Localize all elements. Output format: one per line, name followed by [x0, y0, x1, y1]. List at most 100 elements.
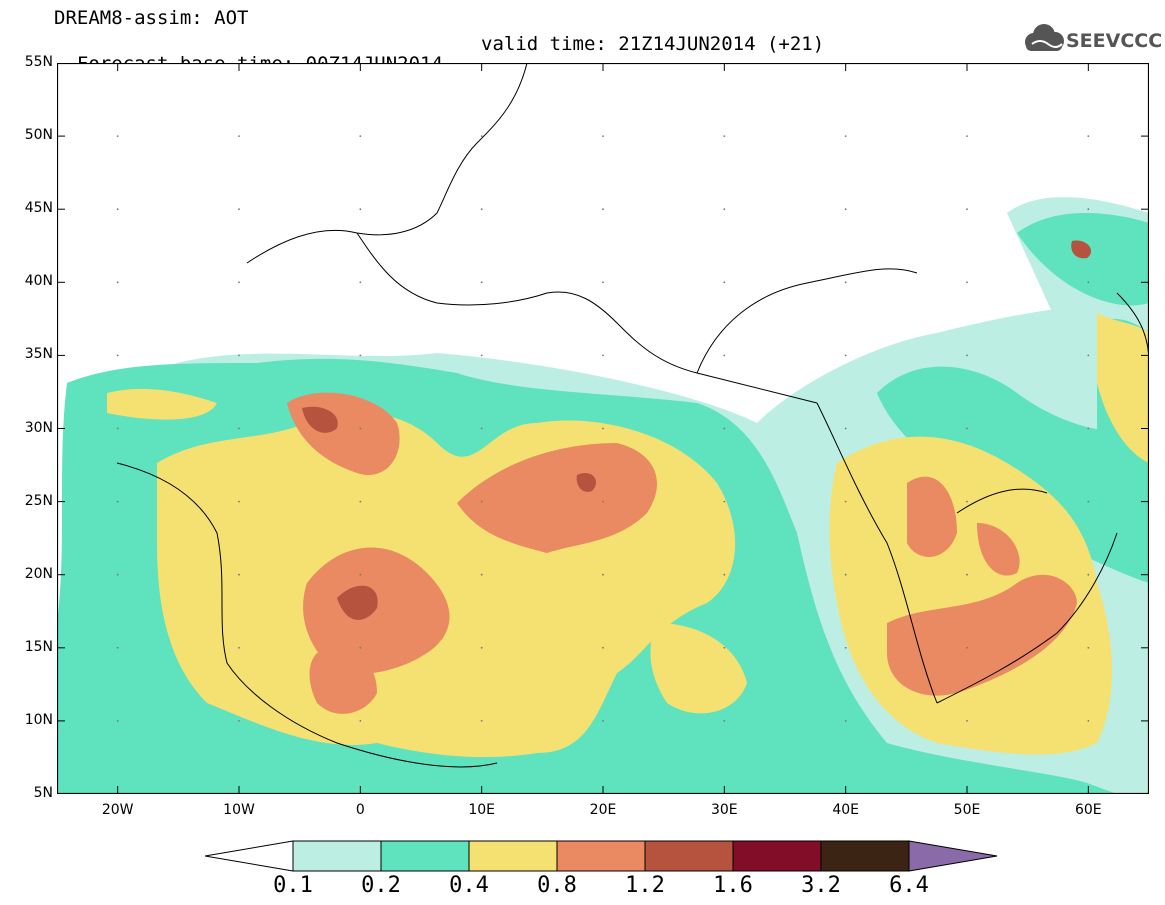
- graticule-dot: [966, 573, 968, 576]
- cloud-logo-icon: [1025, 24, 1064, 51]
- graticule-dot: [238, 427, 240, 430]
- graticule-dot: [723, 500, 726, 503]
- graticule-dot: [844, 135, 847, 137]
- graticule-dot: [966, 500, 968, 503]
- graticule-dot: [238, 281, 240, 284]
- graticule-dot: [602, 281, 604, 284]
- graticule-dot: [359, 208, 362, 211]
- graticule-dot: [844, 500, 847, 503]
- graticule-dot: [844, 281, 847, 284]
- graticule-dot: [602, 720, 604, 722]
- graticule-dot: [116, 354, 119, 357]
- graticule-dot: [116, 500, 119, 503]
- graticule-dot: [966, 135, 968, 137]
- lat-label: 25N: [24, 492, 53, 509]
- colorbar-cell-below: [205, 840, 294, 872]
- graticule-dot: [238, 208, 240, 211]
- colorbar-label: 1.2: [625, 873, 665, 898]
- lon-label: 0: [355, 802, 365, 818]
- lat-label: 5N: [33, 785, 53, 801]
- graticule-dot: [116, 281, 119, 284]
- graticule-dot: [480, 720, 483, 722]
- lon-label: 10E: [468, 802, 495, 818]
- graticule-dot: [1087, 208, 1090, 211]
- colorbar-label: 0.1: [273, 873, 313, 898]
- graticule-dot: [602, 500, 604, 503]
- graticule-dot: [480, 354, 483, 357]
- graticule-dot: [1087, 281, 1090, 284]
- graticule-dot: [480, 646, 483, 649]
- colorbar-label: 0.4: [449, 873, 489, 898]
- graticule-dot: [602, 573, 604, 576]
- graticule-dot: [723, 573, 726, 576]
- graticule-dot: [602, 135, 604, 137]
- lat-label: 50N: [24, 127, 53, 144]
- graticule-dot: [844, 427, 847, 430]
- graticule-dot: [359, 573, 362, 576]
- graticule-dot: [723, 135, 726, 137]
- lat-label: 35N: [24, 346, 53, 363]
- colorbar-label: 0.2: [361, 873, 401, 898]
- lon-label: 20W: [101, 802, 134, 818]
- lat-label: 40N: [24, 273, 53, 290]
- graticule-dot: [116, 427, 119, 430]
- graticule-dot: [602, 354, 604, 357]
- graticule-dot: [359, 646, 362, 649]
- colorbar-cell: [644, 840, 734, 872]
- graticule-dot: [966, 208, 968, 211]
- lat-label: 10N: [24, 711, 53, 728]
- graticule-dot: [602, 646, 604, 649]
- colorbar-label: 0.8: [537, 873, 577, 898]
- lon-label: 40E: [832, 802, 859, 818]
- graticule-dot: [1087, 720, 1090, 722]
- colorbar-label: 1.6: [713, 873, 753, 898]
- colorbar-cell: [732, 840, 822, 872]
- graticule-dot: [844, 208, 847, 211]
- graticule-dot: [116, 208, 119, 211]
- graticule-dot: [966, 281, 968, 284]
- colorbar-label: 3.2: [801, 873, 841, 898]
- graticule-dot: [116, 135, 119, 137]
- map-title: DREAM8-assim: AOT: [54, 7, 249, 29]
- lat-label: 55N: [24, 54, 53, 70]
- graticule-dots: [116, 135, 1090, 722]
- graticule-dot: [359, 354, 362, 357]
- graticule-dot: [359, 427, 362, 430]
- graticule-dot: [480, 500, 483, 503]
- colorbar-cell: [820, 840, 910, 872]
- colorbar: [205, 840, 998, 872]
- graticule-dot: [1087, 427, 1090, 430]
- colorbar-cell: [292, 840, 382, 872]
- graticule-dot: [966, 720, 968, 722]
- graticule-dot: [238, 354, 240, 357]
- aot-map: [57, 63, 1149, 794]
- graticule-dot: [480, 208, 483, 211]
- aot-shading: [57, 197, 1149, 794]
- graticule-dot: [1087, 354, 1090, 357]
- lon-label: 60E: [1074, 802, 1102, 818]
- valid-time: valid time: 21Z14JUN2014 (+21): [481, 33, 825, 55]
- graticule-dot: [723, 427, 726, 430]
- graticule-dot: [966, 354, 968, 357]
- axis-ticks: [57, 63, 1149, 794]
- graticule-dot: [116, 720, 119, 722]
- colorbar-cell-above: [908, 840, 998, 872]
- graticule-dot: [844, 573, 847, 576]
- lon-label: 30E: [710, 802, 738, 818]
- graticule-dot: [1087, 646, 1090, 649]
- graticule-dot: [359, 281, 362, 284]
- graticule-dot: [723, 354, 726, 357]
- graticule-dot: [480, 427, 483, 430]
- graticule-dot: [238, 646, 240, 649]
- colorbar-cell: [468, 840, 558, 872]
- graticule-dot: [602, 208, 604, 211]
- colorbar-cell: [556, 840, 646, 872]
- graticule-dot: [966, 427, 968, 430]
- logo-text: SEEVCCC: [1066, 30, 1163, 52]
- graticule-dot: [723, 208, 726, 211]
- graticule-dot: [844, 646, 847, 649]
- graticule-dot: [723, 281, 726, 284]
- lat-label: 15N: [24, 638, 53, 655]
- graticule-dot: [359, 500, 362, 503]
- graticule-dot: [359, 720, 362, 722]
